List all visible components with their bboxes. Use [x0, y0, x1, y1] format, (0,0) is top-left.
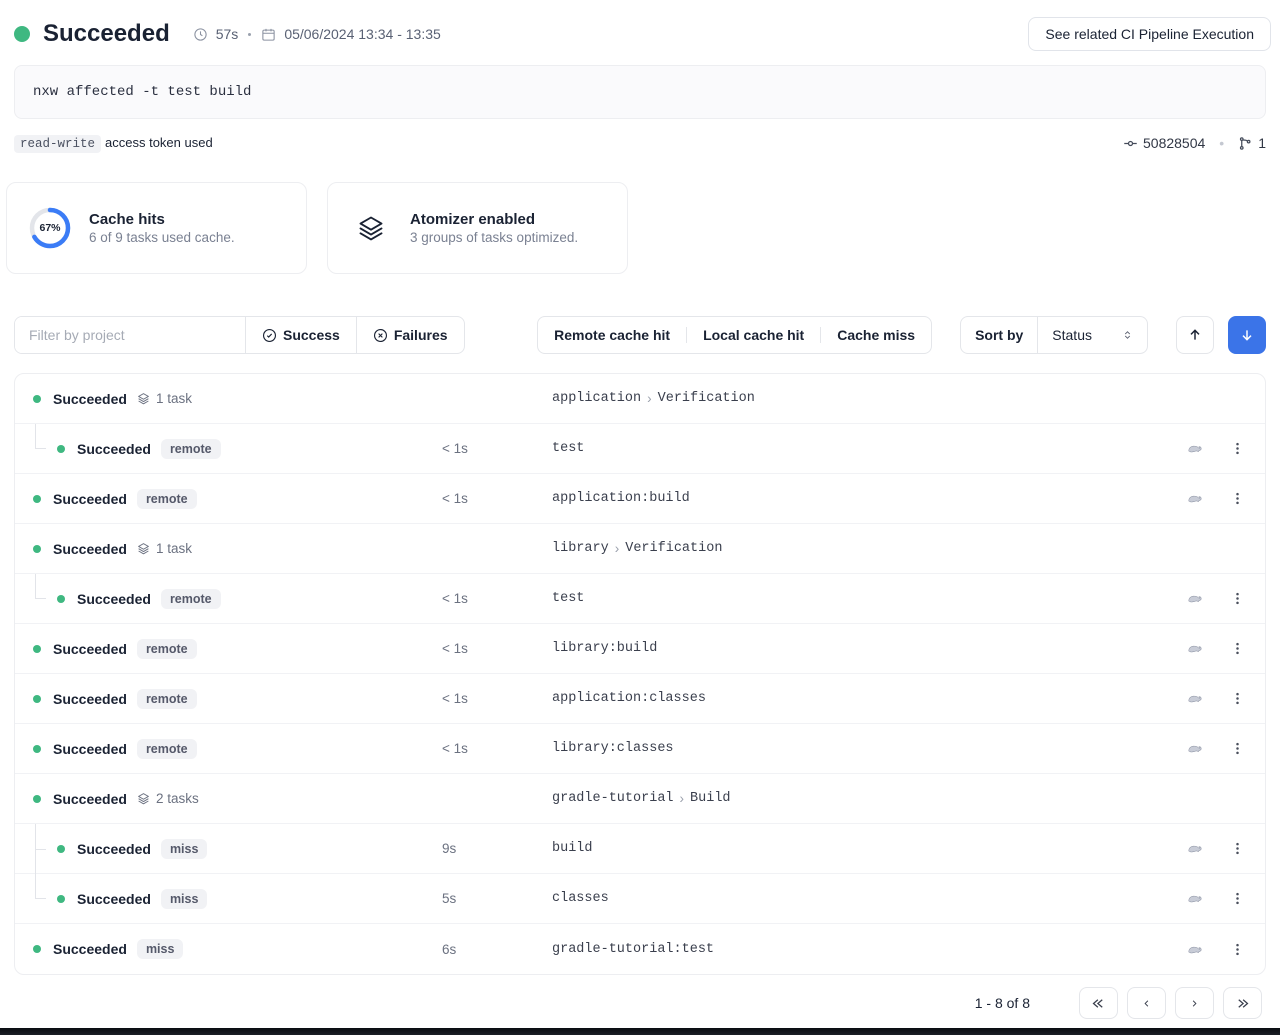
- svg-text:67%: 67%: [39, 222, 61, 234]
